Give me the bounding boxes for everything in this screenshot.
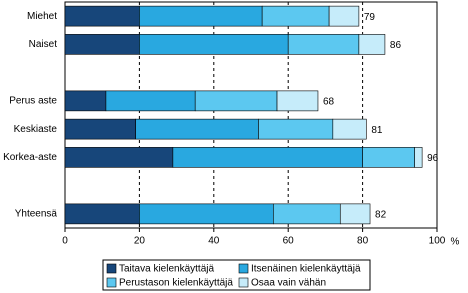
total-label: 81 bbox=[371, 125, 383, 136]
x-tick-label: 0 bbox=[62, 236, 68, 247]
bar-segment bbox=[358, 34, 386, 55]
bar-segment bbox=[64, 5, 140, 27]
total-label: 79 bbox=[364, 12, 376, 23]
x-axis-label: % bbox=[451, 237, 460, 248]
bar-segment bbox=[64, 34, 140, 55]
y-tick-label: Korkea-aste bbox=[3, 152, 57, 163]
total-label: 68 bbox=[323, 97, 335, 108]
bar-segment bbox=[64, 90, 107, 112]
legend-label: Osaa vain vähän bbox=[251, 278, 326, 289]
bar-segment bbox=[414, 147, 423, 168]
legend-label: Taitava kielenkäyttäjä bbox=[119, 264, 214, 275]
total-label: 96 bbox=[427, 153, 439, 164]
y-tick-label: Keskiaste bbox=[14, 124, 58, 135]
y-tick-label: Miehet bbox=[27, 11, 57, 22]
y-tick-label: Naiset bbox=[29, 39, 58, 50]
x-tick-label: 80 bbox=[357, 236, 369, 247]
x-tick-label: 20 bbox=[134, 236, 146, 247]
bar-segment bbox=[172, 147, 363, 168]
legend-label: Perustason kielenkäyttäjä bbox=[119, 278, 233, 289]
legend-swatch bbox=[106, 277, 117, 288]
bar-segment bbox=[261, 5, 330, 27]
bar-segment bbox=[64, 147, 174, 168]
x-tick-label: 40 bbox=[208, 236, 220, 247]
legend-label: Itsenäinen kielenkäyttäjä bbox=[251, 264, 361, 275]
total-label: 82 bbox=[375, 210, 387, 221]
y-tick-label: Yhteensä bbox=[15, 209, 58, 220]
bar-segment bbox=[273, 203, 341, 225]
x-tick-label: 60 bbox=[283, 236, 295, 247]
y-tick-label: Perus aste bbox=[9, 96, 57, 107]
bar-segment bbox=[64, 203, 140, 225]
x-tick-label: 100 bbox=[429, 236, 446, 247]
legend-swatch bbox=[106, 263, 117, 274]
bar-segment bbox=[328, 5, 360, 27]
bar-segment bbox=[139, 34, 289, 55]
bar-segment bbox=[139, 5, 263, 27]
bar-segment bbox=[105, 90, 196, 112]
bar-segment bbox=[339, 203, 371, 225]
legend-swatch bbox=[238, 263, 249, 274]
bar-segment bbox=[64, 118, 136, 140]
bar-segment bbox=[276, 90, 319, 112]
total-label: 86 bbox=[390, 40, 402, 51]
bar-segment bbox=[135, 118, 259, 140]
bar-segment bbox=[287, 34, 360, 55]
bar-segment bbox=[332, 118, 367, 140]
bar-segment bbox=[258, 118, 334, 140]
legend-swatch bbox=[238, 277, 249, 288]
bar-segment bbox=[139, 203, 274, 225]
bar-segment bbox=[194, 90, 278, 112]
bar-segment bbox=[362, 147, 415, 168]
legend-box bbox=[102, 259, 371, 291]
